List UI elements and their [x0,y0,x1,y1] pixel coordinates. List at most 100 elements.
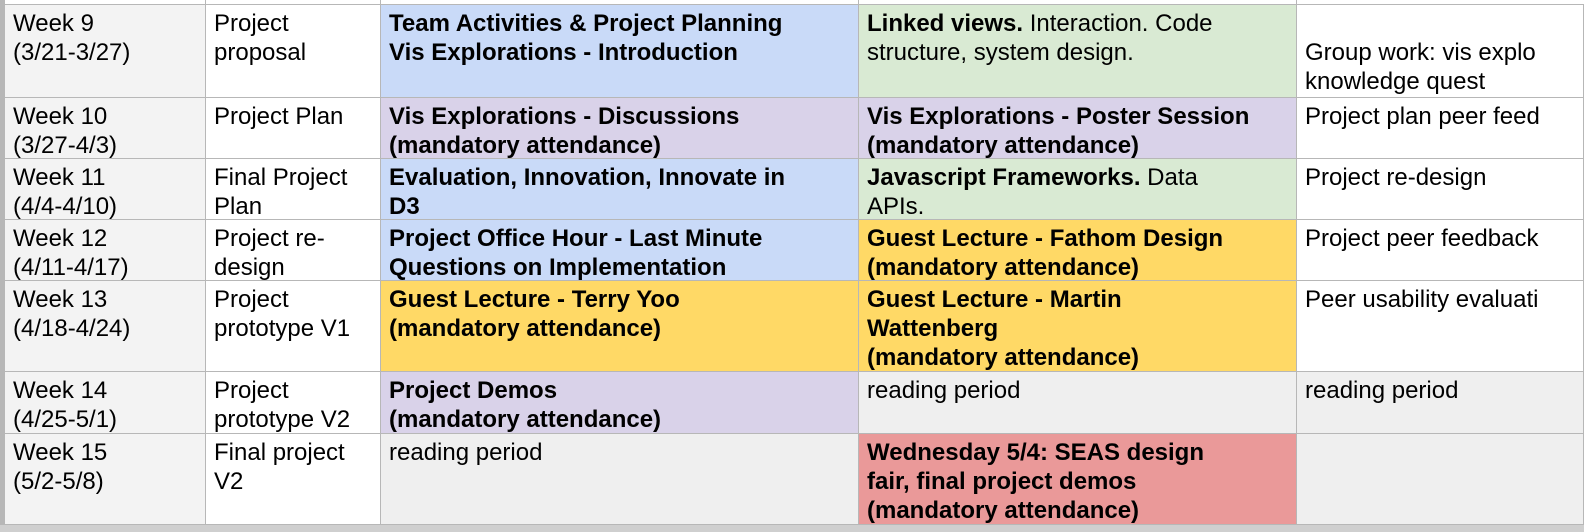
project-milestone-cell[interactable]: Project prototype V2 [206,372,381,434]
thursday-lecture-cell[interactable]: Guest Lecture - Martin Wattenberg (mandato… [859,281,1297,372]
cell-text-line: Vis Explorations - Poster Session [867,102,1289,131]
thursday-lecture-cell[interactable]: Guest Lecture - Fathom Design (mandatory … [859,220,1297,281]
bold-text: Guest Lecture - Martin [867,286,1122,313]
section-activity-cell[interactable]: Group work: vis explo knowledge quest [1297,5,1584,98]
cell-text-line: Project plan peer feed [1305,102,1576,131]
week-cell[interactable]: Week 13 (4/18-4/24) [5,281,206,372]
bold-text: Vis Explorations - Poster Session [867,103,1250,130]
cell-text-line: Javascript Frameworks. Data [867,163,1289,192]
project-milestone-cell[interactable]: Project proposal [206,5,381,98]
cell-text-line: (mandatory attendance) [867,131,1289,159]
bold-text: (mandatory attendance) [867,132,1140,159]
tuesday-lecture-cell[interactable]: Vis Explorations - Discussions (mandatory… [381,98,859,159]
section-activity-cell[interactable] [1297,434,1584,525]
cell-text-line: Project Demos [389,376,851,405]
cell-text-line: Project re-design [1305,163,1576,192]
project-milestone-cell[interactable]: Final project V2 [206,434,381,525]
plain-text: Data [1140,164,1198,191]
cell-text-line: Wattenberg [867,314,1289,343]
week-cell[interactable]: Week 11 (4/4-4/10) [5,159,206,220]
tuesday-lecture-cell[interactable]: Project Office Hour - Last Minute Questio… [381,220,859,281]
tuesday-lecture-cell[interactable]: Guest Lecture - Terry Yoo (mandatory atte… [381,281,859,372]
project-milestone-cell[interactable]: Final Project Plan [206,159,381,220]
cell-text-line: (mandatory attendance) [867,496,1289,524]
cell-text-line: knowledge quest [1305,67,1576,96]
bold-text: D3 [389,193,420,220]
plain-text: APIs. [867,193,925,220]
cell-text-line: Group work: vis explo [1305,38,1576,67]
cell-text-line: Week 11 [13,164,106,191]
cell-text-line [1305,9,1576,38]
bold-text: (mandatory attendance) [389,406,662,433]
sheet-bottom-edge [0,525,1584,532]
project-milestone-cell[interactable]: Project re-design [206,220,381,281]
section-activity-cell[interactable]: reading period [1297,372,1584,434]
cell-text-line: Plan [214,193,263,220]
bold-text: Wattenberg [867,315,999,342]
cell-text-line: (mandatory attendance) [867,253,1289,281]
cell-text-line: Week 10 [13,103,108,130]
week-cell[interactable]: Week 14 (4/25-5/1) [5,372,206,434]
bold-text: Project Office Hour - Last Minute [389,225,763,252]
cell-text-line: Project [214,10,289,37]
cell-text-line: (mandatory attendance) [389,405,851,433]
bold-text: Evaluation, Innovation, Innovate in [389,164,786,191]
tuesday-lecture-cell[interactable]: Team Activities & Project Planning Vis Ex… [381,5,859,98]
bold-text: Guest Lecture - Fathom Design [867,225,1224,252]
section-activity-cell[interactable]: Project peer feedback [1297,220,1584,281]
week-cell[interactable]: Week 12 (4/11-4/17) [5,220,206,281]
cell-text-line: Questions on Implementation [389,253,851,280]
cell-text-line: Week 9 [13,10,94,37]
cell-text-line: V2 [214,468,244,495]
cell-text-line: (5/2-5/8) [13,468,104,495]
week-cell[interactable]: Week 15 (5/2-5/8) [5,434,206,525]
cell-text-line: (mandatory attendance) [867,343,1289,371]
thursday-lecture-cell[interactable]: Javascript Frameworks. Data APIs. [859,159,1297,220]
week-cell[interactable]: Week 9 (3/21-3/27) [5,5,206,98]
section-activity-cell[interactable]: Peer usability evaluati [1297,281,1584,372]
week-cell[interactable]: Week 10 (3/27-4/3) [5,98,206,159]
thursday-lecture-cell[interactable]: Wednesday 5/4: SEAS design fair, final pr… [859,434,1297,525]
bold-text: (mandatory attendance) [867,254,1140,281]
cell-text-line: Team Activities & Project Planning [389,9,851,38]
cell-text-line: (4/4-4/10) [13,193,118,220]
bold-text: fair, final project demos [867,468,1137,495]
plain-text: Peer usability evaluati [1305,286,1539,313]
cell-text-line: Project [214,286,289,313]
thursday-lecture-cell[interactable]: Vis Explorations - Poster Session (mandat… [859,98,1297,159]
project-milestone-cell[interactable]: Project Plan [206,98,381,159]
section-activity-cell[interactable]: Project re-design [1297,159,1584,220]
cell-text-line: D3 [389,192,851,220]
cell-text-line: Guest Lecture - Fathom Design [867,224,1289,253]
cell-text-line: (mandatory attendance) [389,314,851,343]
cell-text-line: (4/25-5/1) [13,406,118,433]
plain-text: Interaction. Code [1023,10,1213,37]
plain-text: Project peer feedback [1305,225,1539,252]
cell-text-line: reading period [1305,376,1576,405]
cell-text-line: Vis Explorations - Introduction [389,38,851,67]
tuesday-lecture-cell[interactable]: Project Demos (mandatory attendance) [381,372,859,434]
cell-text-line: (3/27-4/3) [13,132,118,159]
cell-text-line: Final project [214,439,345,466]
plain-text: reading period [867,377,1021,404]
thursday-lecture-cell[interactable]: reading period [859,372,1297,434]
cell-text-line: Week 15 [13,439,108,466]
cell-text-line [1305,438,1576,467]
cell-text-line: Guest Lecture - Terry Yoo [389,285,851,314]
cell-text-line: Week 12 [13,225,108,252]
row-header-gutter[interactable] [0,0,5,532]
cell-text-line: Linked views. Interaction. Code [867,9,1289,38]
tuesday-lecture-cell[interactable]: reading period [381,434,859,525]
thursday-lecture-cell[interactable]: Linked views. Interaction. Code structure… [859,5,1297,98]
bold-text: (mandatory attendance) [867,344,1140,371]
cell-text-line: (3/21-3/27) [13,39,131,66]
section-activity-cell[interactable]: Project plan peer feed [1297,98,1584,159]
cell-text-line: prototype V1 [214,315,351,342]
plain-text: Group work: vis explo [1305,39,1536,66]
bold-text: Linked views. [867,10,1024,37]
bold-text: (mandatory attendance) [389,132,662,159]
project-milestone-cell[interactable]: Project prototype V1 [206,281,381,372]
plain-text: reading period [1305,377,1459,404]
tuesday-lecture-cell[interactable]: Evaluation, Innovation, Innovate in D3 [381,159,859,220]
